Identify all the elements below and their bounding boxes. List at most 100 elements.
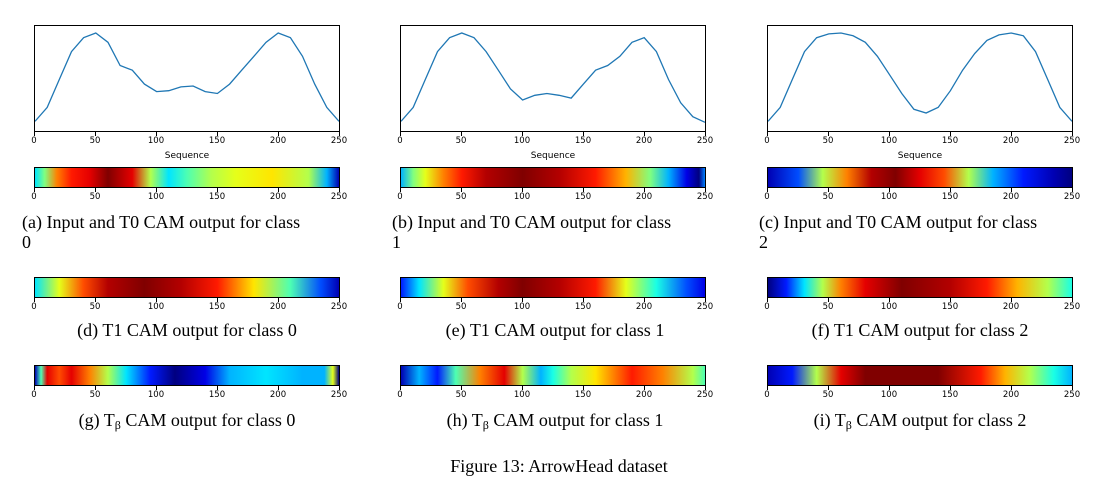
x-tick-label: 150 [574, 302, 592, 312]
x-tick-label: 50 [89, 136, 101, 146]
x-tick-mark [828, 386, 829, 390]
x-tick-mark [1011, 188, 1012, 192]
cam-heatmap-bar-c [767, 167, 1073, 188]
cam-heatmap-bar-f [767, 277, 1073, 298]
series-line [768, 32, 1072, 122]
line-plot-c [767, 25, 1073, 132]
x-tick-label: 100 [513, 192, 531, 202]
cam-heatmap-bar-h [400, 365, 706, 386]
x-tick-label: 100 [880, 390, 898, 400]
x-tick-label: 100 [147, 192, 165, 202]
x-tick-mark [339, 386, 340, 390]
x-axis-ticks-f: 0 50 100 150 200 250 [764, 298, 1080, 312]
x-tick-label: 100 [513, 390, 531, 400]
x-axis-ticks-a: 0 50 100 150 200 250 [31, 188, 347, 202]
line-plot-a [34, 25, 340, 132]
x-tick-label: 250 [1063, 192, 1081, 202]
x-tick-label: 250 [1063, 390, 1081, 400]
caption-h-sub: β [482, 418, 489, 432]
x-tick-mark [950, 132, 951, 136]
x-tick-mark [156, 188, 157, 192]
caption-c-text: (c) Input and T0 CAM output for class [759, 212, 1038, 232]
x-tick-mark [767, 132, 768, 136]
caption-h-post: CAM output for class 1 [488, 410, 664, 430]
x-tick-label: 0 [397, 302, 403, 312]
x-tick-label: 0 [764, 192, 770, 202]
x-tick-mark [950, 188, 951, 192]
x-tick-mark [217, 132, 218, 136]
x-tick-mark [1011, 298, 1012, 302]
x-tick-label: 250 [1063, 302, 1081, 312]
x-tick-mark [705, 188, 706, 192]
x-tick-label: 200 [269, 390, 287, 400]
figure-caption: Figure 13: ArrowHead dataset [450, 456, 668, 476]
x-axis-ticks-b: 0 50 100 150 200 250 [397, 132, 713, 146]
x-tick-mark [278, 298, 279, 302]
x-tick-label: 150 [574, 192, 592, 202]
x-tick-mark [34, 188, 35, 192]
x-tick-label: 50 [89, 302, 101, 312]
x-tick-mark [889, 298, 890, 302]
caption-f: (f) T1 CAM output for class 2 [811, 320, 1029, 340]
x-tick-label: 150 [208, 192, 226, 202]
caption-g: (g) Tβ CAM output for class 0 [79, 410, 296, 432]
x-axis-ticks-d: 0 50 100 150 200 250 [31, 298, 347, 312]
x-tick-label: 250 [696, 192, 714, 202]
caption-b-suffix: 1 [392, 232, 401, 252]
x-tick-label: 50 [822, 302, 834, 312]
x-tick-mark [828, 188, 829, 192]
caption-a-text: (a) Input and T0 CAM output for class [22, 212, 301, 232]
x-tick-mark [644, 188, 645, 192]
x-tick-mark [767, 298, 768, 302]
caption-b-text: (b) Input and T0 CAM output for class [392, 212, 672, 232]
cam-heatmap-bar-e [400, 277, 706, 298]
caption-a: (a) Input and T0 CAM output for class 0 [22, 212, 362, 252]
x-tick-label: 150 [574, 136, 592, 146]
caption-h-pre: (h) T [446, 410, 483, 430]
x-tick-label: 50 [455, 302, 467, 312]
x-tick-label: 200 [1002, 302, 1020, 312]
x-axis-ticks-b: 0 50 100 150 200 250 [397, 188, 713, 202]
x-tick-label: 150 [941, 390, 959, 400]
x-tick-mark [34, 132, 35, 136]
x-tick-label: 200 [1002, 136, 1020, 146]
x-tick-label: 100 [513, 302, 531, 312]
x-tick-label: 200 [635, 390, 653, 400]
x-tick-mark [705, 386, 706, 390]
cam-heatmap-bar-g [34, 365, 340, 386]
x-tick-label: 0 [397, 136, 403, 146]
caption-c-suffix: 2 [759, 232, 768, 252]
x-tick-mark [217, 188, 218, 192]
caption-b: (b) Input and T0 CAM output for class 1 [392, 212, 732, 252]
x-tick-label: 250 [330, 192, 348, 202]
x-tick-mark [95, 132, 96, 136]
x-tick-mark [705, 298, 706, 302]
x-tick-label: 250 [1063, 136, 1081, 146]
caption-g-sub: β [114, 418, 121, 432]
x-tick-label: 250 [330, 302, 348, 312]
x-tick-mark [339, 298, 340, 302]
x-tick-mark [522, 298, 523, 302]
x-tick-label: 100 [147, 302, 165, 312]
x-tick-mark [156, 298, 157, 302]
x-tick-label: 50 [455, 192, 467, 202]
x-tick-mark [400, 132, 401, 136]
x-tick-label: 100 [147, 390, 165, 400]
caption-i-pre: (i) T [813, 410, 846, 430]
x-tick-label: 200 [269, 302, 287, 312]
cam-heatmap-bar-i [767, 365, 1073, 386]
x-tick-label: 250 [696, 390, 714, 400]
x-tick-label: 0 [764, 302, 770, 312]
x-tick-label: 200 [635, 192, 653, 202]
x-axis-ticks-i: 0 50 100 150 200 250 [764, 386, 1080, 400]
line-plot-b [400, 25, 706, 132]
x-tick-mark [644, 386, 645, 390]
x-axis-ticks-e: 0 50 100 150 200 250 [397, 298, 713, 312]
caption-i-post: CAM output for class 2 [851, 410, 1027, 430]
x-axis-ticks-g: 0 50 100 150 200 250 [31, 386, 347, 400]
x-tick-mark [217, 386, 218, 390]
x-tick-mark [95, 188, 96, 192]
x-axis-ticks-c: 0 50 100 150 200 250 [764, 132, 1080, 146]
x-tick-label: 150 [208, 390, 226, 400]
x-tick-mark [828, 298, 829, 302]
